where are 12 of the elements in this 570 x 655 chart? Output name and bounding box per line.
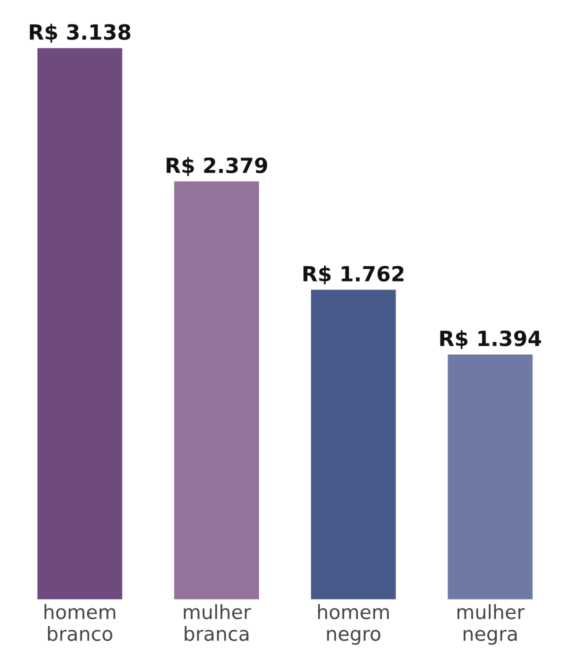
bar <box>37 48 122 600</box>
data-label: R$ 2.379 <box>166 157 268 176</box>
bar <box>174 181 260 600</box>
data-label: R$ 1.394 <box>440 330 542 350</box>
data-label: R$ 3.138 <box>30 24 130 43</box>
bar <box>448 354 533 600</box>
bar <box>310 290 396 600</box>
x-tick-label: mulher branca <box>184 604 252 642</box>
x-tick-label: homem branco <box>44 604 116 642</box>
x-tick-label: mulher negra <box>457 604 525 645</box>
data-label: R$ 1.762 <box>303 265 404 284</box>
x-tick-label: homem negro <box>318 604 389 645</box>
